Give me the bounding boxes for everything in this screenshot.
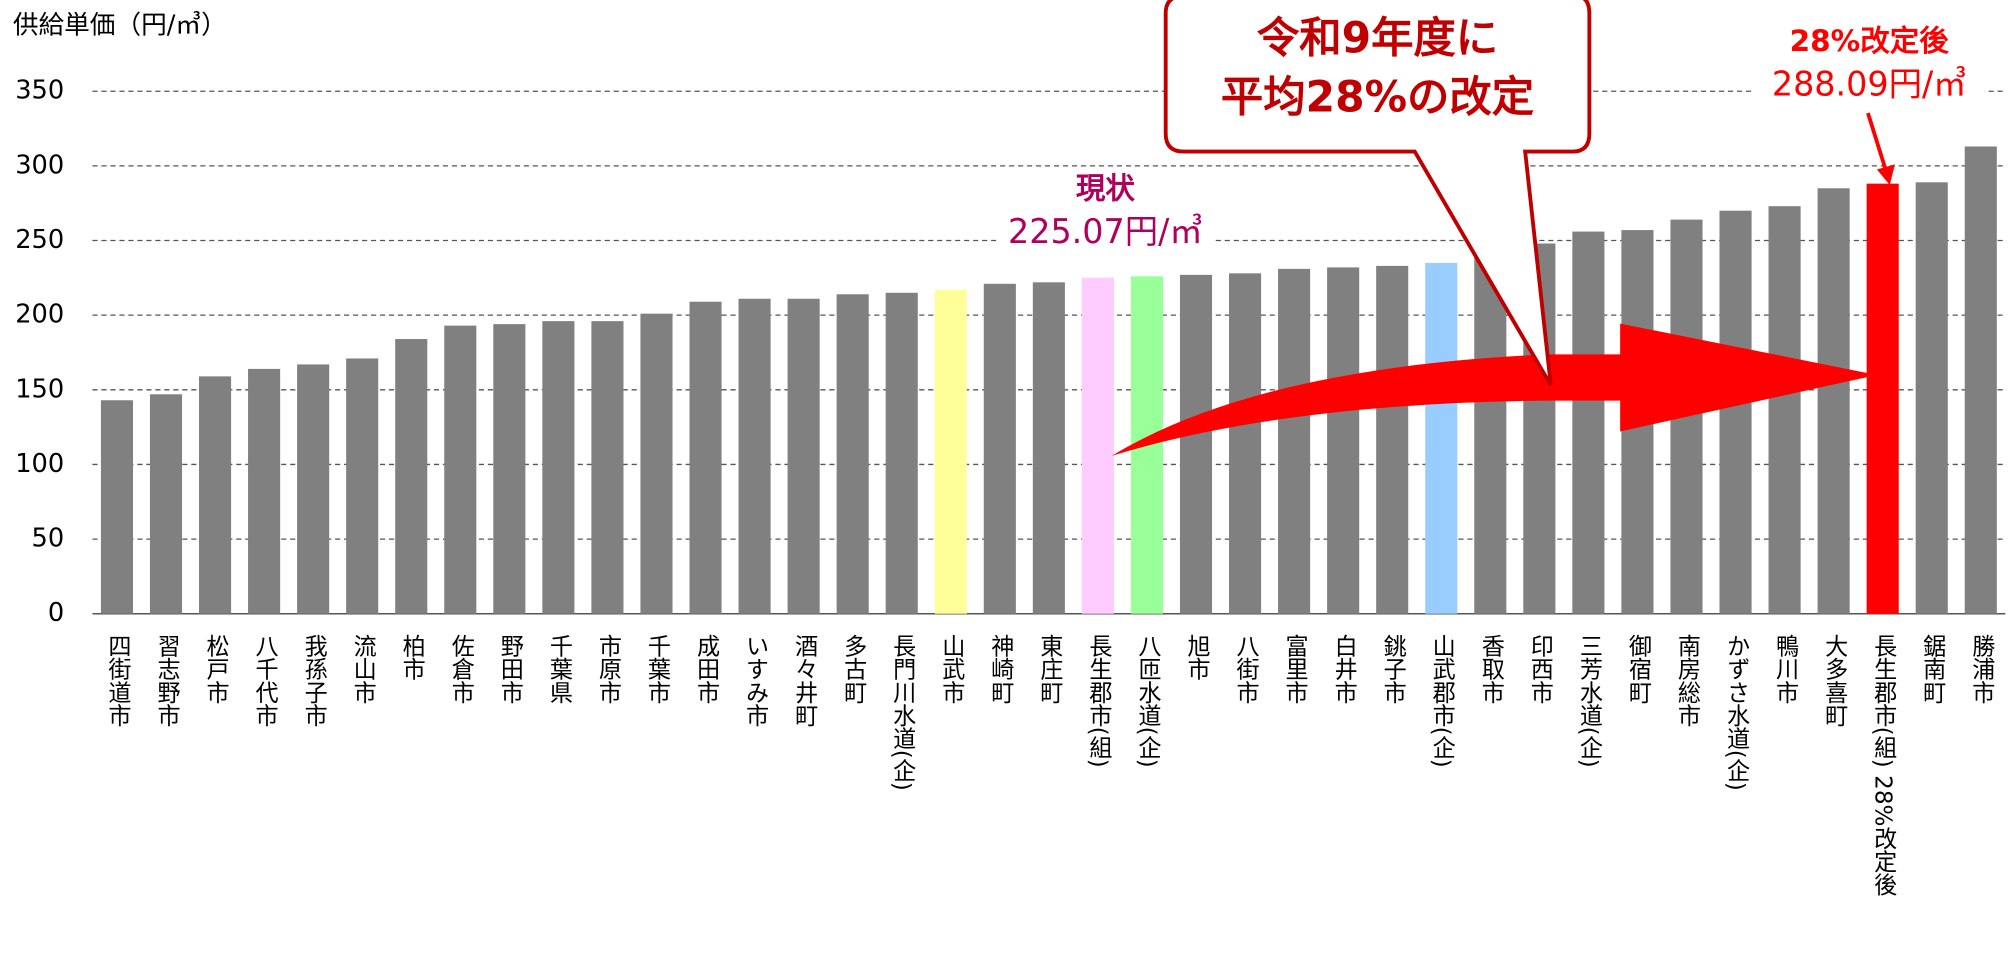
x-tick-label: 大多喜町 (1821, 634, 1849, 727)
bar (149, 394, 183, 614)
x-tick-label: 市原市 (594, 634, 622, 704)
x-tick-label: 流山市 (349, 634, 377, 704)
x-tick-label: 神崎町 (987, 634, 1015, 704)
y-tick-label: 50 (32, 524, 65, 554)
label-bg (1753, 18, 1985, 108)
bars (100, 146, 1997, 614)
y-tick-label: 100 (15, 449, 64, 479)
bar (1376, 265, 1409, 614)
bar (1474, 255, 1507, 614)
bar (1229, 273, 1262, 614)
x-tick-label: 長門川水道(企) (889, 634, 917, 791)
annotation: 28%改定後 (1790, 24, 1950, 58)
label-bg (996, 166, 1215, 252)
y-tick-label: 250 (15, 225, 64, 255)
x-tick-label: かずさ水道(企) (1723, 634, 1751, 791)
bar (787, 298, 820, 614)
x-tick-label: 柏市 (398, 634, 426, 680)
y-tick-label: 350 (15, 76, 64, 106)
bar (1425, 262, 1458, 614)
x-tick-label: 成田市 (693, 634, 721, 704)
bar (738, 298, 771, 614)
x-tick-label: 八千代市 (251, 634, 279, 727)
annotation: 288.09円/㎥ (1772, 65, 1967, 104)
x-tick-label: 白井市 (1330, 634, 1357, 704)
x-tick-label: 富里市 (1281, 634, 1308, 704)
bar (297, 364, 330, 614)
bar (199, 376, 232, 614)
bar (493, 324, 526, 614)
x-tick-label: 酒々井町 (791, 634, 819, 727)
big-arrow (1111, 323, 1877, 456)
x-tick-label: 野田市 (496, 634, 524, 704)
y-tick-label: 150 (15, 374, 64, 404)
x-tick-label: 旭市 (1183, 634, 1211, 680)
bar (1964, 146, 1997, 614)
bar (1179, 274, 1213, 614)
bar (689, 301, 722, 614)
bar (444, 325, 477, 614)
x-tick-label: 八街市 (1232, 634, 1260, 704)
bar (836, 294, 869, 614)
x-tick-label: 山武郡市(企) (1428, 634, 1456, 768)
bar (1719, 210, 1752, 614)
bar (983, 283, 1016, 614)
x-tick-label: 四街道市 (104, 634, 132, 727)
y-axis-label: 供給単価（円/㎥） (13, 10, 227, 40)
annotation: 225.07円/㎥ (1008, 212, 1203, 251)
bar (542, 321, 575, 614)
bar (934, 289, 967, 614)
x-tick-label: 習志野市 (153, 634, 181, 727)
x-tick-label: 松戸市 (202, 634, 230, 704)
bar (248, 368, 281, 614)
x-tick-label: 銚子市 (1379, 634, 1407, 704)
bar (640, 313, 673, 614)
callout-text: 平均28%の改定 (1221, 73, 1534, 122)
x-tick-label: 御宿町 (1624, 634, 1652, 704)
x-tick-label: 三芳水道(企) (1575, 634, 1603, 768)
bar (591, 321, 624, 614)
x-tick-label: 南房総市 (1673, 634, 1701, 727)
x-tick-label: いすみ市 (742, 634, 769, 727)
y-tick-label: 300 (15, 150, 64, 180)
x-tick-label: 千葉市 (643, 634, 671, 704)
bar (1817, 188, 1850, 614)
x-tick-label: 千葉県 (545, 634, 573, 704)
small-arrow-head (1876, 164, 1895, 185)
bar (1327, 267, 1360, 614)
small-arrow (1866, 112, 1890, 176)
y-tick-label: 0 (48, 598, 64, 628)
annotation: 現状 (1076, 172, 1136, 206)
bar (1915, 182, 1948, 614)
x-tick-label: 香取市 (1477, 634, 1505, 704)
x-tick-label: 多古町 (840, 634, 867, 704)
x-tick-label: 我孫子市 (300, 634, 328, 727)
x-tick-label: 八匝水道(企) (1134, 634, 1162, 768)
x-tick-label: 印西市 (1526, 634, 1553, 704)
bar (1032, 282, 1065, 614)
x-tick-label: 長生郡市(組) 28%改定後 (1870, 634, 1898, 896)
bar (100, 400, 134, 614)
x-tick-label: 佐倉市 (447, 634, 475, 704)
bar (395, 339, 428, 614)
x-tick-label: 長生郡市(組) (1085, 634, 1113, 768)
bar (1278, 268, 1311, 614)
bar (1768, 206, 1801, 614)
callout-text: 令和9年度に (1257, 14, 1498, 63)
bar (346, 358, 379, 614)
y-tick-label: 200 (15, 300, 64, 330)
bar (1081, 277, 1114, 614)
bar (885, 292, 918, 614)
callout (1163, 0, 1592, 387)
x-tick-label: 勝浦市 (1968, 634, 1996, 704)
bar (1572, 231, 1605, 614)
x-tick-label: 東庄町 (1036, 634, 1064, 704)
x-tick-label: 鋸南町 (1919, 634, 1947, 704)
x-tick-label: 鴨川市 (1772, 634, 1800, 704)
bar (1866, 183, 1899, 614)
x-tick-label: 山武市 (938, 634, 966, 704)
